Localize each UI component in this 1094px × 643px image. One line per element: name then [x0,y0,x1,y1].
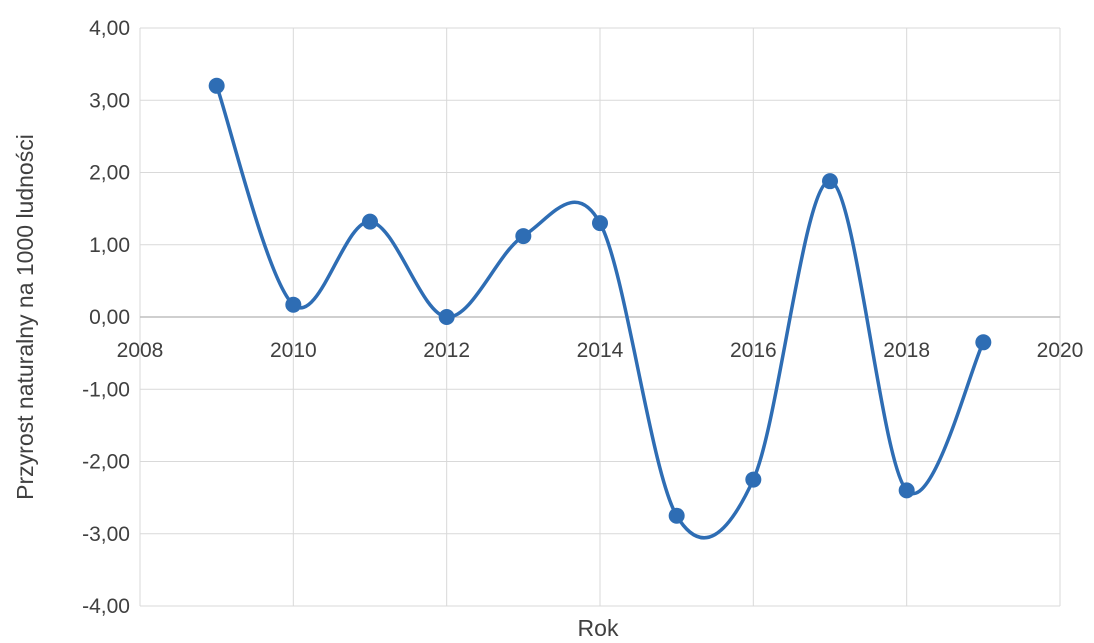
series [208,77,992,540]
data-point [438,309,455,325]
x-axis-title: Rok [578,615,619,641]
data-point [975,334,992,351]
x-tick-label: 2014 [577,339,624,362]
x-tick-label: 2010 [270,339,317,362]
y-tick-label: 2,00 [89,162,130,185]
series-line [215,85,985,540]
data-point [285,296,302,313]
data-point [822,173,838,190]
y-axis-title: Przyrost naturalny na 1000 ludności [12,134,38,500]
x-tick-label: 2018 [883,339,930,362]
y-tick-label: 4,00 [89,17,130,40]
x-tick-label: 2020 [1037,339,1084,362]
y-tick-label: 3,00 [89,89,130,112]
data-point [668,507,685,524]
data-point [515,228,532,245]
x-tick-label: 2012 [423,339,470,362]
y-tick-label: -3,00 [82,523,130,546]
data-point [898,482,915,499]
y-tick-label: -1,00 [82,378,130,401]
y-tick-label: -4,00 [82,595,130,618]
y-tick-label: 0,00 [89,306,130,329]
data-point [362,213,378,230]
y-tick-label: -2,00 [82,451,130,474]
data-point [208,77,225,94]
data-point [592,215,608,232]
x-tick-label: 2008 [117,339,164,362]
x-tick-label: 2016 [730,339,777,362]
data-point [745,471,762,488]
tick-labels: -4,00 -3,00 -2,00 -1,00 0,00 1,00 2,00 3,00 4,00… [82,17,1083,618]
y-tick-label: 1,00 [89,234,130,257]
